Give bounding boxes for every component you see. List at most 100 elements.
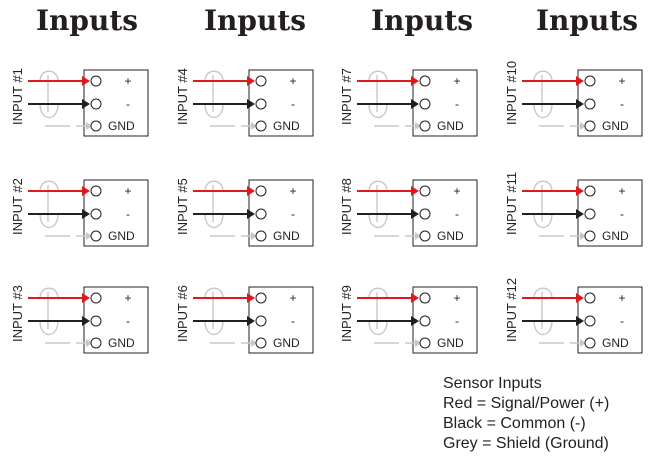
- shield-arrow: [251, 232, 257, 240]
- shield-loop: [39, 287, 59, 336]
- terminal-screw: [584, 75, 596, 87]
- terminal-screw: [255, 292, 267, 304]
- input-label: INPUT #2: [10, 178, 25, 235]
- terminal-screw: [419, 120, 431, 132]
- common-arrow: [247, 99, 255, 109]
- common-arrow: [247, 316, 255, 326]
- input-label: INPUT #10: [504, 61, 519, 125]
- shield-loop: [39, 70, 59, 119]
- shield-arrow: [415, 122, 421, 130]
- shield-arrow: [415, 232, 421, 240]
- terminal-label: +: [124, 184, 131, 198]
- input-block: INPUT #11 + - GND: [504, 172, 643, 247]
- signal-arrow: [247, 293, 255, 303]
- shield-loop: [533, 287, 553, 336]
- common-arrow: [82, 316, 90, 326]
- terminal-screw: [584, 98, 596, 110]
- terminal-screw: [584, 208, 596, 220]
- signal-arrow: [82, 186, 90, 196]
- terminal-label: +: [289, 291, 296, 305]
- signal-arrow: [82, 76, 90, 86]
- common-arrow: [82, 209, 90, 219]
- shield-loop: [39, 180, 59, 229]
- shield-loop: [368, 70, 388, 119]
- column-title-1: Inputs: [35, 4, 139, 37]
- shield-loop: [204, 70, 224, 119]
- input-label: INPUT #12: [504, 278, 519, 342]
- shield-arrow: [415, 339, 421, 347]
- shield-arrow: [251, 339, 257, 347]
- shield-arrow: [580, 122, 586, 130]
- terminal-label: +: [618, 184, 625, 198]
- terminal-label: +: [124, 291, 131, 305]
- terminal-screw: [255, 315, 267, 327]
- terminal-screw: [255, 120, 267, 132]
- shield-loop: [533, 180, 553, 229]
- terminal-screw: [255, 230, 267, 242]
- input-label: INPUT #3: [10, 285, 25, 342]
- input-block: INPUT #7 + - GND: [339, 68, 478, 137]
- input-block: INPUT #10 + - GND: [504, 61, 643, 137]
- signal-arrow: [576, 76, 584, 86]
- terminal-screw: [255, 208, 267, 220]
- signal-arrow: [247, 76, 255, 86]
- common-arrow: [411, 209, 419, 219]
- terminal-screw: [584, 315, 596, 327]
- terminal-label: GND: [108, 229, 135, 243]
- shield-arrow: [86, 122, 92, 130]
- terminal-label: -: [126, 314, 130, 328]
- shield-arrow: [86, 339, 92, 347]
- column-title-3: Inputs: [370, 4, 474, 37]
- terminal-label: GND: [437, 119, 464, 133]
- input-block: INPUT #5 + - GND: [175, 178, 314, 247]
- signal-arrow: [82, 293, 90, 303]
- input-block: INPUT #3 + - GND: [10, 285, 149, 354]
- input-block: INPUT #8 + - GND: [339, 178, 478, 247]
- shield-loop: [368, 287, 388, 336]
- terminal-screw: [419, 208, 431, 220]
- terminal-screw: [584, 230, 596, 242]
- terminal-label: +: [124, 74, 131, 88]
- common-arrow: [576, 209, 584, 219]
- legend-title: Sensor Inputs: [443, 375, 542, 392]
- common-arrow: [247, 209, 255, 219]
- input-label: INPUT #8: [339, 178, 354, 235]
- terminal-label: +: [289, 184, 296, 198]
- shield-loop: [204, 287, 224, 336]
- terminal-label: -: [291, 314, 295, 328]
- signal-arrow: [576, 293, 584, 303]
- terminal-label: -: [126, 207, 130, 221]
- signal-arrow: [576, 186, 584, 196]
- terminal-screw: [90, 185, 102, 197]
- input-label: INPUT #9: [339, 285, 354, 342]
- common-arrow: [576, 316, 584, 326]
- terminal-screw: [90, 75, 102, 87]
- input-label: INPUT #1: [10, 68, 25, 125]
- column-title-2: Inputs: [203, 4, 307, 37]
- common-arrow: [82, 99, 90, 109]
- terminal-screw: [419, 98, 431, 110]
- input-block: INPUT #9 + - GND: [339, 285, 478, 354]
- legend: Sensor Inputs Red = Signal/Power (+) Bla…: [443, 374, 609, 454]
- signal-arrow: [411, 186, 419, 196]
- terminal-screw: [419, 230, 431, 242]
- terminal-label: GND: [273, 119, 300, 133]
- terminal-label: +: [618, 291, 625, 305]
- terminal-label: -: [620, 314, 624, 328]
- legend-grey: Grey = Shield (Ground): [443, 435, 609, 452]
- terminal-screw: [419, 75, 431, 87]
- terminal-screw: [584, 337, 596, 349]
- terminal-label: +: [453, 74, 460, 88]
- terminal-label: -: [455, 314, 459, 328]
- terminal-screw: [255, 75, 267, 87]
- signal-arrow: [247, 186, 255, 196]
- terminal-screw: [419, 315, 431, 327]
- terminal-label: +: [289, 74, 296, 88]
- terminal-label: +: [453, 184, 460, 198]
- shield-arrow: [580, 339, 586, 347]
- terminal-label: -: [455, 97, 459, 111]
- terminal-screw: [90, 208, 102, 220]
- terminal-screw: [90, 98, 102, 110]
- terminal-label: -: [620, 97, 624, 111]
- signal-arrow: [411, 293, 419, 303]
